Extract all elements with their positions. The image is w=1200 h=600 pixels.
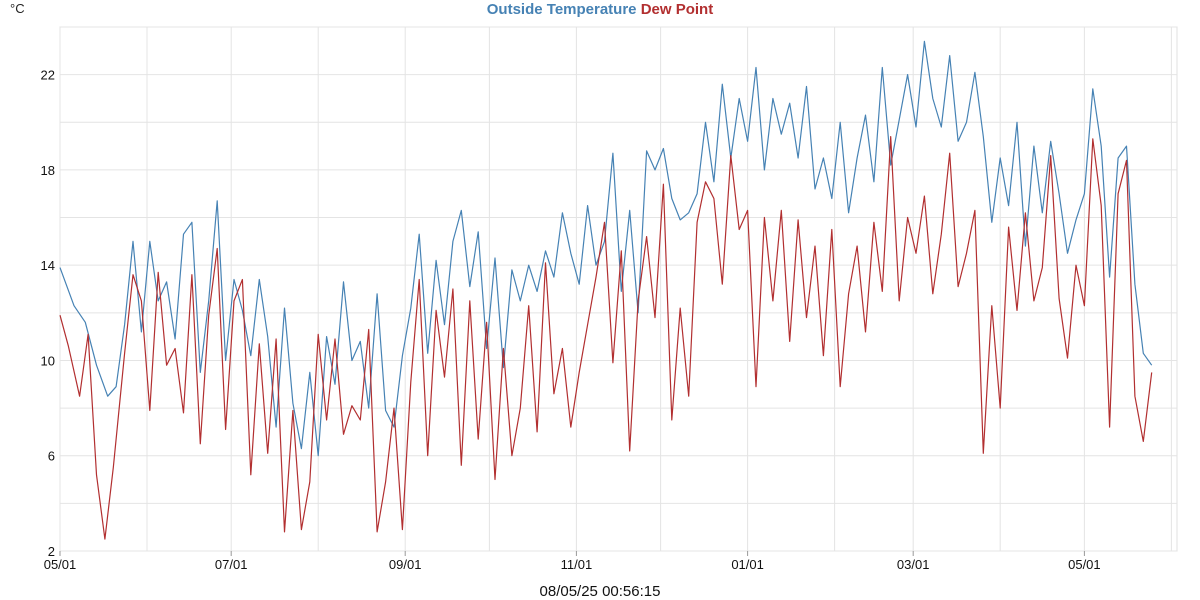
- x-tick-label: 07/01: [215, 557, 248, 572]
- y-axis-unit: °C: [10, 1, 25, 16]
- series-line-outside-temperature: [59, 40, 1153, 457]
- x-tick-label: 11/01: [561, 557, 593, 572]
- series-line-dew-point: [59, 136, 1153, 540]
- y-tick-label: 22: [41, 68, 55, 83]
- y-tick-label: 14: [41, 258, 55, 273]
- legend-outside-temperature: Outside Temperature: [486, 1, 637, 18]
- x-tick-label: 09/01: [389, 557, 422, 572]
- y-axis-ticks: 2 6 10 14 18 22: [41, 68, 55, 559]
- x-tick-label: 05/01: [1068, 557, 1101, 572]
- x-tick-label: 05/01: [44, 557, 77, 572]
- legend-dew-point: Dew Point: [640, 1, 714, 18]
- timestamp-footer: 08/05/25 00:56:15: [539, 583, 661, 600]
- y-tick-label: 6: [48, 449, 55, 464]
- series-lines: [59, 40, 1153, 540]
- y-tick-label: 2: [48, 544, 55, 559]
- x-tick-label: 01/01: [731, 557, 764, 572]
- x-tick-label: 03/01: [897, 557, 930, 572]
- x-axis-ticks: 05/01 07/01 09/01 11/01 01/01 03/01 05/01: [44, 551, 1101, 572]
- chart-title: Outside Temperature Dew Point: [0, 0, 1200, 20]
- y-tick-label: 18: [41, 163, 55, 178]
- y-tick-label: 10: [41, 353, 55, 368]
